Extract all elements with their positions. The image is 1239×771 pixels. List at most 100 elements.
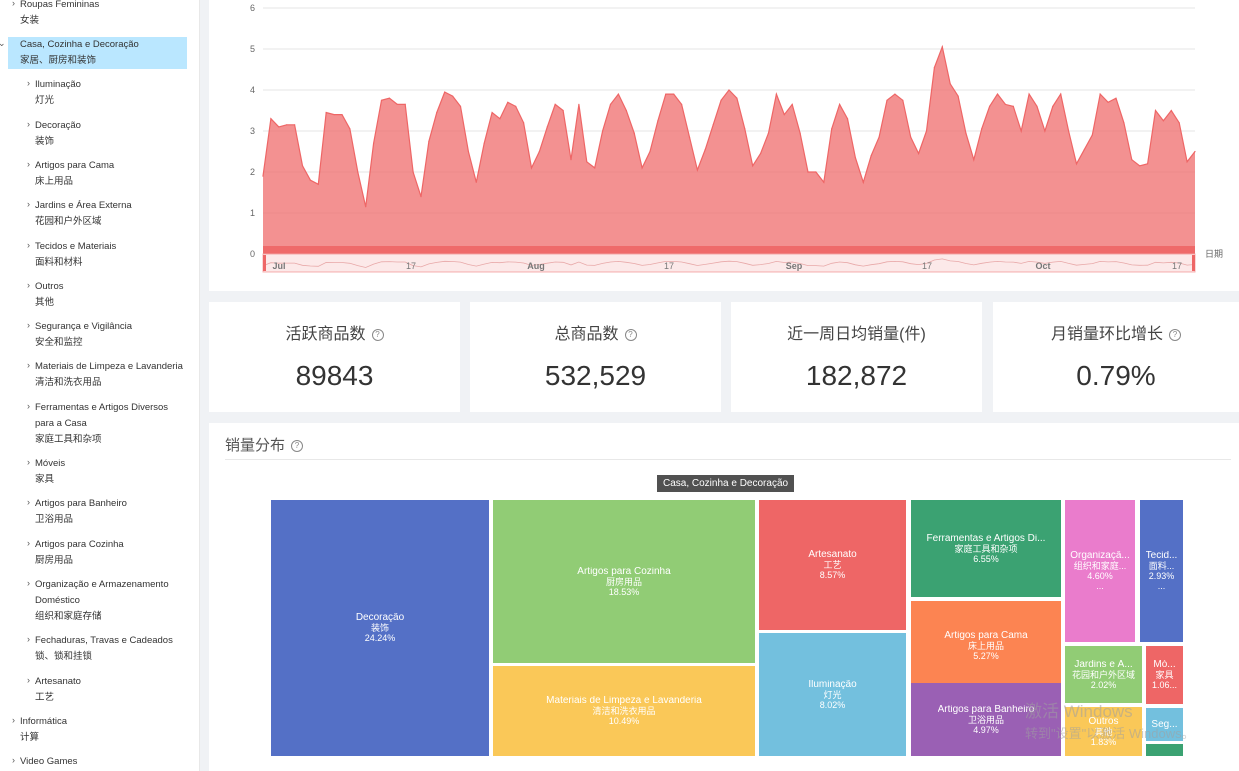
data-point: [515, 105, 517, 107]
zoom-slider-track: [262, 253, 1196, 273]
treemap-tile[interactable]: Outros 其他 1.83%: [1065, 707, 1142, 756]
tree-item-label: Casa, Cozinha e Decoração: [20, 39, 139, 50]
data-point: [1004, 103, 1007, 105]
stat-card-weekly-avg-sales: 近一周日均销量(件) 182,872: [731, 302, 982, 412]
help-icon[interactable]: ?: [624, 328, 637, 341]
chevron-right-icon[interactable]: ›: [27, 675, 30, 685]
tree-item-label: Artigos para Banheiro: [35, 498, 127, 509]
chevron-right-icon[interactable]: ›: [27, 457, 30, 467]
treemap-tile[interactable]: Artesanato 工艺 8.57%: [759, 500, 906, 630]
tree-item-sublabel: 清洁和洗衣用品: [35, 377, 102, 388]
data-point: [973, 159, 975, 161]
data-point: [862, 181, 864, 183]
stat-value: 89843: [295, 360, 374, 391]
data-point: [783, 114, 785, 116]
chevron-right-icon[interactable]: ›: [27, 320, 30, 330]
treemap-tile[interactable]: Seg...: [1146, 708, 1183, 741]
stat-card-total-products: 总商品数? 532,529: [470, 302, 721, 412]
help-icon[interactable]: ?: [371, 328, 384, 341]
y-tick-label: 4: [250, 85, 255, 95]
data-point: [1020, 130, 1022, 132]
data-point: [965, 132, 967, 134]
tile-pct: 4.97%: [973, 724, 999, 735]
sidebar-tree-item[interactable]: › Outros 其他: [27, 279, 64, 311]
chevron-right-icon[interactable]: ›: [27, 538, 30, 548]
chevron-right-icon[interactable]: ›: [27, 280, 30, 290]
sidebar-tree-item[interactable]: › Tecidos e Materiais 面料和材料: [27, 239, 116, 271]
data-point: [325, 111, 327, 114]
tile-zh: 床上用品: [967, 641, 1004, 651]
chevron-right-icon[interactable]: ›: [12, 715, 15, 725]
chevron-right-icon[interactable]: ›: [27, 401, 30, 411]
sidebar-tree-item[interactable]: ⌄ Casa, Cozinha e Decoração 家居、厨房和装饰: [0, 37, 187, 69]
sidebar-tree-item[interactable]: › Informática 计算: [12, 714, 67, 746]
chevron-right-icon[interactable]: ›: [27, 360, 30, 370]
data-point: [1091, 134, 1093, 136]
divider: [225, 459, 1231, 460]
sales-trend-chart: 0 1 2 3 4 5 6 日期 Jul 17 Aug 17 Sep 17 Oct 17: [250, 3, 1223, 273]
sidebar-tree-item[interactable]: › Iluminação 灯光: [27, 77, 81, 109]
tile-pct: 2.02%: [1090, 679, 1117, 690]
treemap-tile[interactable]: Decoração 装饰 24.24%: [271, 500, 489, 756]
sidebar-tree-item[interactable]: › Móveis 家具: [27, 456, 65, 488]
tile-zh: 灯光: [823, 689, 842, 700]
treemap-tile[interactable]: Artigos para Cozinha 厨房用品 18.53%: [493, 500, 755, 663]
sidebar-tree-item[interactable]: › Roupas Femininas 女装: [12, 0, 99, 29]
treemap-tile[interactable]: Mó... 家具 1.06...: [1146, 646, 1183, 704]
treemap-tile[interactable]: Organizaçã... 组织和家庭... 4.60%...: [1065, 500, 1135, 642]
sidebar-tree-item[interactable]: › Organização e Armazenamento Doméstico 组织和…: [27, 577, 169, 625]
tree-item-sublabel: 工艺: [35, 692, 55, 703]
data-point: [996, 93, 999, 95]
help-icon[interactable]: ?: [1169, 328, 1181, 341]
chevron-right-icon[interactable]: ›: [27, 578, 30, 588]
data-point: [507, 101, 509, 103]
treemap-tile[interactable]: Artigos para Cama 床上用品 5.27%: [911, 601, 1061, 691]
sidebar-tree-item[interactable]: › Materiais de Limpeza e Lavanderia 清洁和洗衣用…: [27, 359, 183, 391]
chevron-right-icon[interactable]: ›: [27, 240, 30, 250]
treemap-tile[interactable]: [1146, 744, 1183, 756]
sidebar-tree-item[interactable]: › Fechaduras, Travas e Cadeados 锁、锁和挂锁: [27, 633, 173, 665]
data-point: [989, 105, 991, 107]
chevron-right-icon[interactable]: ›: [27, 199, 30, 209]
treemap-tile[interactable]: Jardins e Á... 花园和户外区域 2.02%: [1065, 646, 1142, 703]
sidebar-tree-item[interactable]: › Artigos para Banheiro 卫浴用品: [27, 496, 127, 528]
treemap-tile[interactable]: Artigos para Banheiro 卫浴用品 4.97%: [911, 683, 1061, 756]
tile-name: Ferramentas e Artigos Di...: [926, 533, 1046, 544]
treemap-tile[interactable]: Ferramentas e Artigos Di... 家庭工具和杂项 6.55%: [911, 500, 1061, 597]
treemap-tile[interactable]: Iluminação 灯光 8.02%: [759, 633, 906, 756]
data-point: [1036, 105, 1038, 107]
tile-pct: 1.06...: [1151, 680, 1178, 690]
data-point: [262, 175, 264, 177]
data-point: [349, 128, 351, 130]
sidebar-tree-item[interactable]: › Ferramentas e Artigos Diversos para a Ca…: [27, 400, 168, 448]
chevron-down-icon[interactable]: ⌄: [0, 35, 6, 51]
sidebar-tree-item[interactable]: › Jardins e Área Externa 花园和户外区域: [27, 198, 132, 230]
tile-extra: ...: [1157, 581, 1166, 591]
data-point: [294, 124, 296, 126]
chevron-right-icon[interactable]: ›: [27, 634, 30, 644]
chevron-right-icon[interactable]: ›: [27, 497, 30, 507]
data-point: [1044, 130, 1046, 132]
chevron-right-icon[interactable]: ›: [27, 159, 30, 169]
data-point: [815, 171, 817, 173]
sidebar-tree-item[interactable]: › Artesanato 工艺: [27, 674, 81, 706]
sidebar-tree-item[interactable]: › Artigos para Cama 床上用品: [27, 158, 114, 190]
stat-title: 月销量环比增长?: [993, 320, 1239, 344]
treemap-tile[interactable]: Materiais de Limpeza e Lavanderia 清洁和洗衣用品…: [493, 666, 755, 756]
data-point: [357, 171, 359, 173]
data-point: [728, 89, 730, 91]
chevron-right-icon[interactable]: ›: [27, 119, 30, 129]
sidebar-tree-item[interactable]: › Decoração 装饰: [27, 118, 81, 150]
sidebar-tree-item[interactable]: › Segurança e Vigilância 安全和监控: [27, 319, 132, 351]
sidebar-tree-item[interactable]: › Video Games: [12, 754, 77, 770]
chevron-right-icon[interactable]: ›: [12, 755, 15, 765]
chevron-right-icon[interactable]: ›: [27, 78, 30, 88]
chevron-right-icon[interactable]: ›: [12, 0, 15, 8]
treemap-tile[interactable]: Tecid... 面料... 2.93%...: [1140, 500, 1183, 642]
sidebar-tree-item[interactable]: › Artigos para Cozinha 厨房用品: [27, 537, 124, 569]
slider-label: 17: [922, 261, 932, 271]
help-icon[interactable]: ?: [291, 440, 304, 453]
tile-pct: 18.53%: [608, 586, 640, 597]
data-point: [594, 167, 596, 169]
data-point: [981, 128, 983, 130]
